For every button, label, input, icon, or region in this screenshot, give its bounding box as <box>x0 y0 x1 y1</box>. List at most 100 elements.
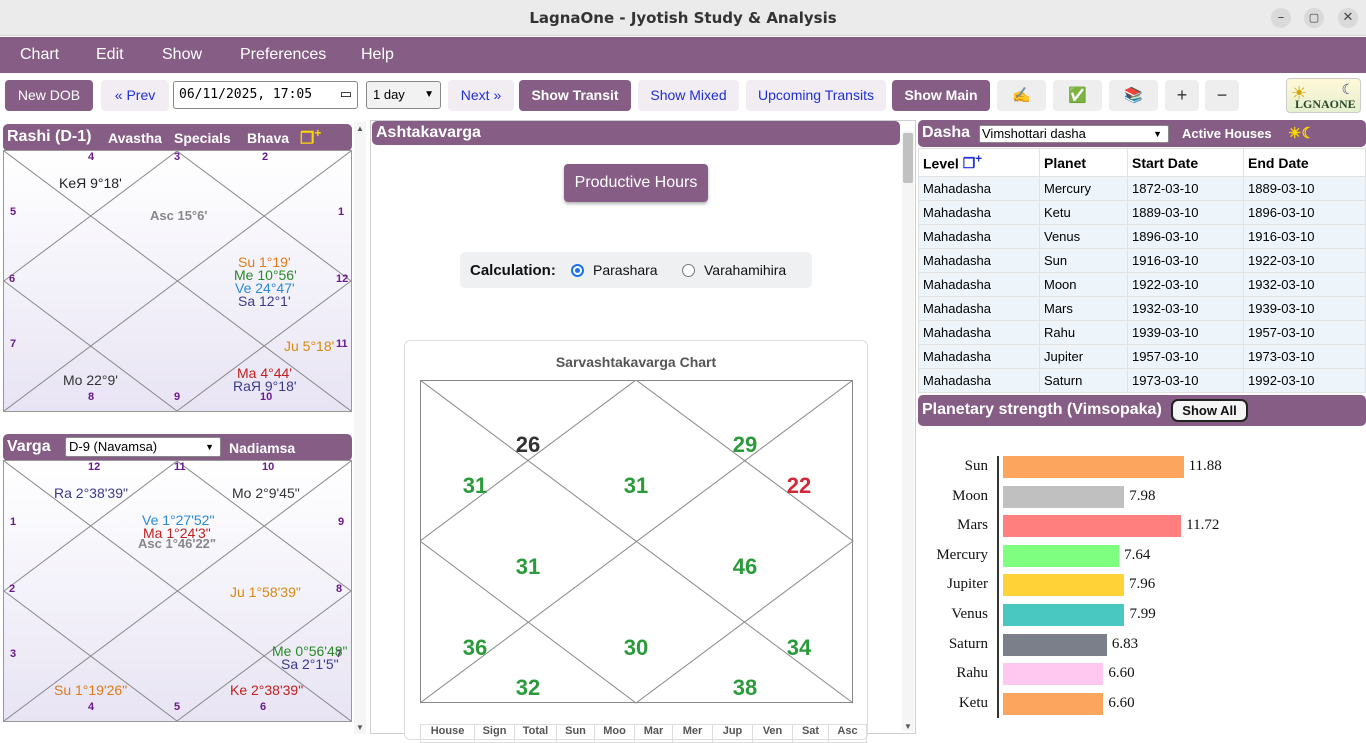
dasha-cell: Moon <box>1039 272 1128 297</box>
show-all-button[interactable]: Show All <box>1171 399 1248 422</box>
show-transit-button[interactable]: Show Transit <box>519 80 631 111</box>
parashara-radio[interactable] <box>571 264 584 277</box>
scroll-down-icon[interactable]: ▼ <box>904 722 912 731</box>
dasha-row[interactable]: Mahadasha Venus 1896-03-10 1916-03-10 <box>918 224 1366 249</box>
maximize-icon[interactable]: ▢ <box>1304 8 1324 28</box>
menu-preferences[interactable]: Preferences <box>240 46 327 63</box>
ashtakavarga-panel: Ashtakavarga Productive Hours Calculatio… <box>370 120 916 743</box>
tab-rashi[interactable]: Rashi (D-1) <box>7 128 92 145</box>
prev-button[interactable]: « Prev <box>101 80 169 111</box>
minimize-icon[interactable]: – <box>1271 8 1291 28</box>
step-select[interactable]: 1 day ▼ <box>366 81 441 109</box>
show-main-button[interactable]: Show Main <box>892 80 990 111</box>
datetime-input[interactable]: 06/11/2025, 17:05 ▭ <box>173 81 358 109</box>
sav-value: 31 <box>515 554 541 579</box>
menu-chart[interactable]: Chart <box>20 46 60 63</box>
dasha-cell: 1889-03-10 <box>1127 200 1244 225</box>
dasha-select[interactable]: Vimshottari dasha ▼ <box>979 125 1169 143</box>
rashi-spacer <box>3 412 352 424</box>
house-number: 2 <box>262 151 269 163</box>
sarvashtakavarga-title: Sarvashtakavarga Chart <box>555 354 717 370</box>
sav-value: 36 <box>462 635 488 660</box>
left-scrollbar[interactable]: ▲ ▼ <box>354 122 366 734</box>
planet-label: Asc 15°6' <box>150 208 208 223</box>
dasha-row[interactable]: Mahadasha Mars 1932-03-10 1939-03-10 <box>918 296 1366 321</box>
sarvashtakavarga-chart <box>420 380 854 704</box>
add-chart-icon[interactable]: ❐+ <box>300 126 322 148</box>
house-number: 6 <box>260 701 267 713</box>
next-button[interactable]: Next » <box>448 80 514 111</box>
zoom-in-button[interactable]: + <box>1165 80 1199 111</box>
strength-value-label: 11.72 <box>1186 517 1220 534</box>
dasha-cell: Mahadasha <box>918 224 1040 249</box>
dasha-cell: 1916-03-10 <box>1243 224 1366 249</box>
varahamihira-radio[interactable] <box>682 264 695 277</box>
col-start-date: Start Date <box>1127 148 1244 177</box>
sav-value: 30 <box>623 635 649 660</box>
tab-bhava[interactable]: Bhava <box>247 130 290 146</box>
house-number: 1 <box>10 516 17 528</box>
close-icon[interactable]: ✕ <box>1338 8 1358 28</box>
scroll-down-icon[interactable]: ▼ <box>356 723 364 732</box>
dasha-row[interactable]: Mahadasha Moon 1922-03-10 1932-03-10 <box>918 272 1366 297</box>
notes-icon[interactable]: ✍ <box>997 80 1046 111</box>
rashi-chart-lines <box>4 151 351 411</box>
sav-value: 29 <box>732 432 758 457</box>
house-number: 5 <box>10 206 17 218</box>
active-houses-button[interactable]: Active Houses <box>1182 126 1272 141</box>
add-level-icon[interactable]: ❐+ <box>962 152 983 172</box>
dasha-row[interactable]: Mahadasha Sun 1916-03-10 1922-03-10 <box>918 248 1366 273</box>
rashi-header: Rashi (D-1) Avastha Specials Bhava ❐+ <box>3 124 352 151</box>
radio-dot-icon <box>575 268 580 273</box>
books-icon[interactable]: 📚 <box>1109 80 1158 111</box>
strength-bar <box>1003 574 1124 597</box>
window-titlebar: LagnaOne - Jyotish Study & Analysis – ▢ … <box>0 0 1366 36</box>
new-dob-button[interactable]: New DOB <box>5 80 93 111</box>
scroll-thumb[interactable] <box>903 133 913 183</box>
dasha-cell: Mahadasha <box>918 296 1040 321</box>
strength-value-label: 11.88 <box>1188 458 1222 474</box>
dasha-row[interactable]: Mahadasha Saturn 1973-03-10 1992-03-10 <box>918 368 1366 393</box>
strength-bar <box>1003 663 1104 686</box>
dasha-cell: Mahadasha <box>918 368 1040 393</box>
dasha-cell: 1932-03-10 <box>1243 272 1366 297</box>
menu-show[interactable]: Show <box>162 46 203 63</box>
dasha-row[interactable]: Mahadasha Mercury 1872-03-10 1889-03-10 <box>918 176 1366 201</box>
tab-specials[interactable]: Specials <box>174 130 231 146</box>
strength-value-label: 7.64 <box>1124 546 1151 563</box>
dasha-row[interactable]: Mahadasha Ketu 1889-03-10 1896-03-10 <box>918 200 1366 225</box>
house-number: 12 <box>336 273 349 285</box>
strength-category-label: Saturn <box>948 635 988 652</box>
nadiamsa-button[interactable]: Nadiamsa <box>229 440 296 456</box>
ashtakavarga-title: Ashtakavarga <box>376 124 481 141</box>
menu-help[interactable]: Help <box>361 46 394 63</box>
sav-value: 34 <box>786 635 812 660</box>
ashta-col: Moo <box>594 724 635 743</box>
dasha-cell: 1939-03-10 <box>1127 320 1244 345</box>
dasha-row[interactable]: Mahadasha Rahu 1939-03-10 1957-03-10 <box>918 320 1366 345</box>
menu-edit[interactable]: Edit <box>96 46 124 63</box>
scroll-up-icon[interactable]: ▲ <box>356 124 364 133</box>
checklist-icon[interactable]: ✅ <box>1053 80 1102 111</box>
sav-value: 26 <box>515 432 541 457</box>
dasha-header: Dasha Vimshottari dasha ▼ Active Houses ☀… <box>918 120 1366 147</box>
calendar-icon[interactable]: ▭ <box>339 87 352 102</box>
show-mixed-button[interactable]: Show Mixed <box>638 80 739 111</box>
col-level: Level ❐+ <box>918 148 1040 177</box>
varga-select[interactable]: D-9 (Navamsa) ▼ <box>65 437 221 457</box>
productive-hours-button[interactable]: Productive Hours <box>564 164 708 202</box>
upcoming-transits-button[interactable]: Upcoming Transits <box>746 80 886 111</box>
house-number: 10 <box>260 391 273 403</box>
sav-value: 32 <box>515 675 541 700</box>
tab-avastha[interactable]: Avastha <box>108 130 162 146</box>
strength-value-label: 7.98 <box>1129 487 1156 504</box>
strength-title: Planetary strength (Vimsopaka) <box>922 401 1162 418</box>
sun-moon-icon[interactable]: ☀☾ <box>1288 125 1315 142</box>
middle-scrollbar[interactable]: ▼ <box>902 131 914 731</box>
dasha-row[interactable]: Mahadasha Jupiter 1957-03-10 1973-03-10 <box>918 344 1366 369</box>
rashi-chart: 4 3 2 5 1 6 12 7 11 8 9 10 KeЯ 9°18' Asc 15°6' Su 1°1… <box>3 150 352 412</box>
house-number: 5 <box>174 701 181 713</box>
toolbar: New DOB « Prev 06/11/2025, 17:05 ▭ 1 day ▼… <box>0 73 1366 119</box>
dasha-select-value: Vimshottari dasha <box>982 126 1086 141</box>
zoom-out-button[interactable]: − <box>1205 80 1239 111</box>
